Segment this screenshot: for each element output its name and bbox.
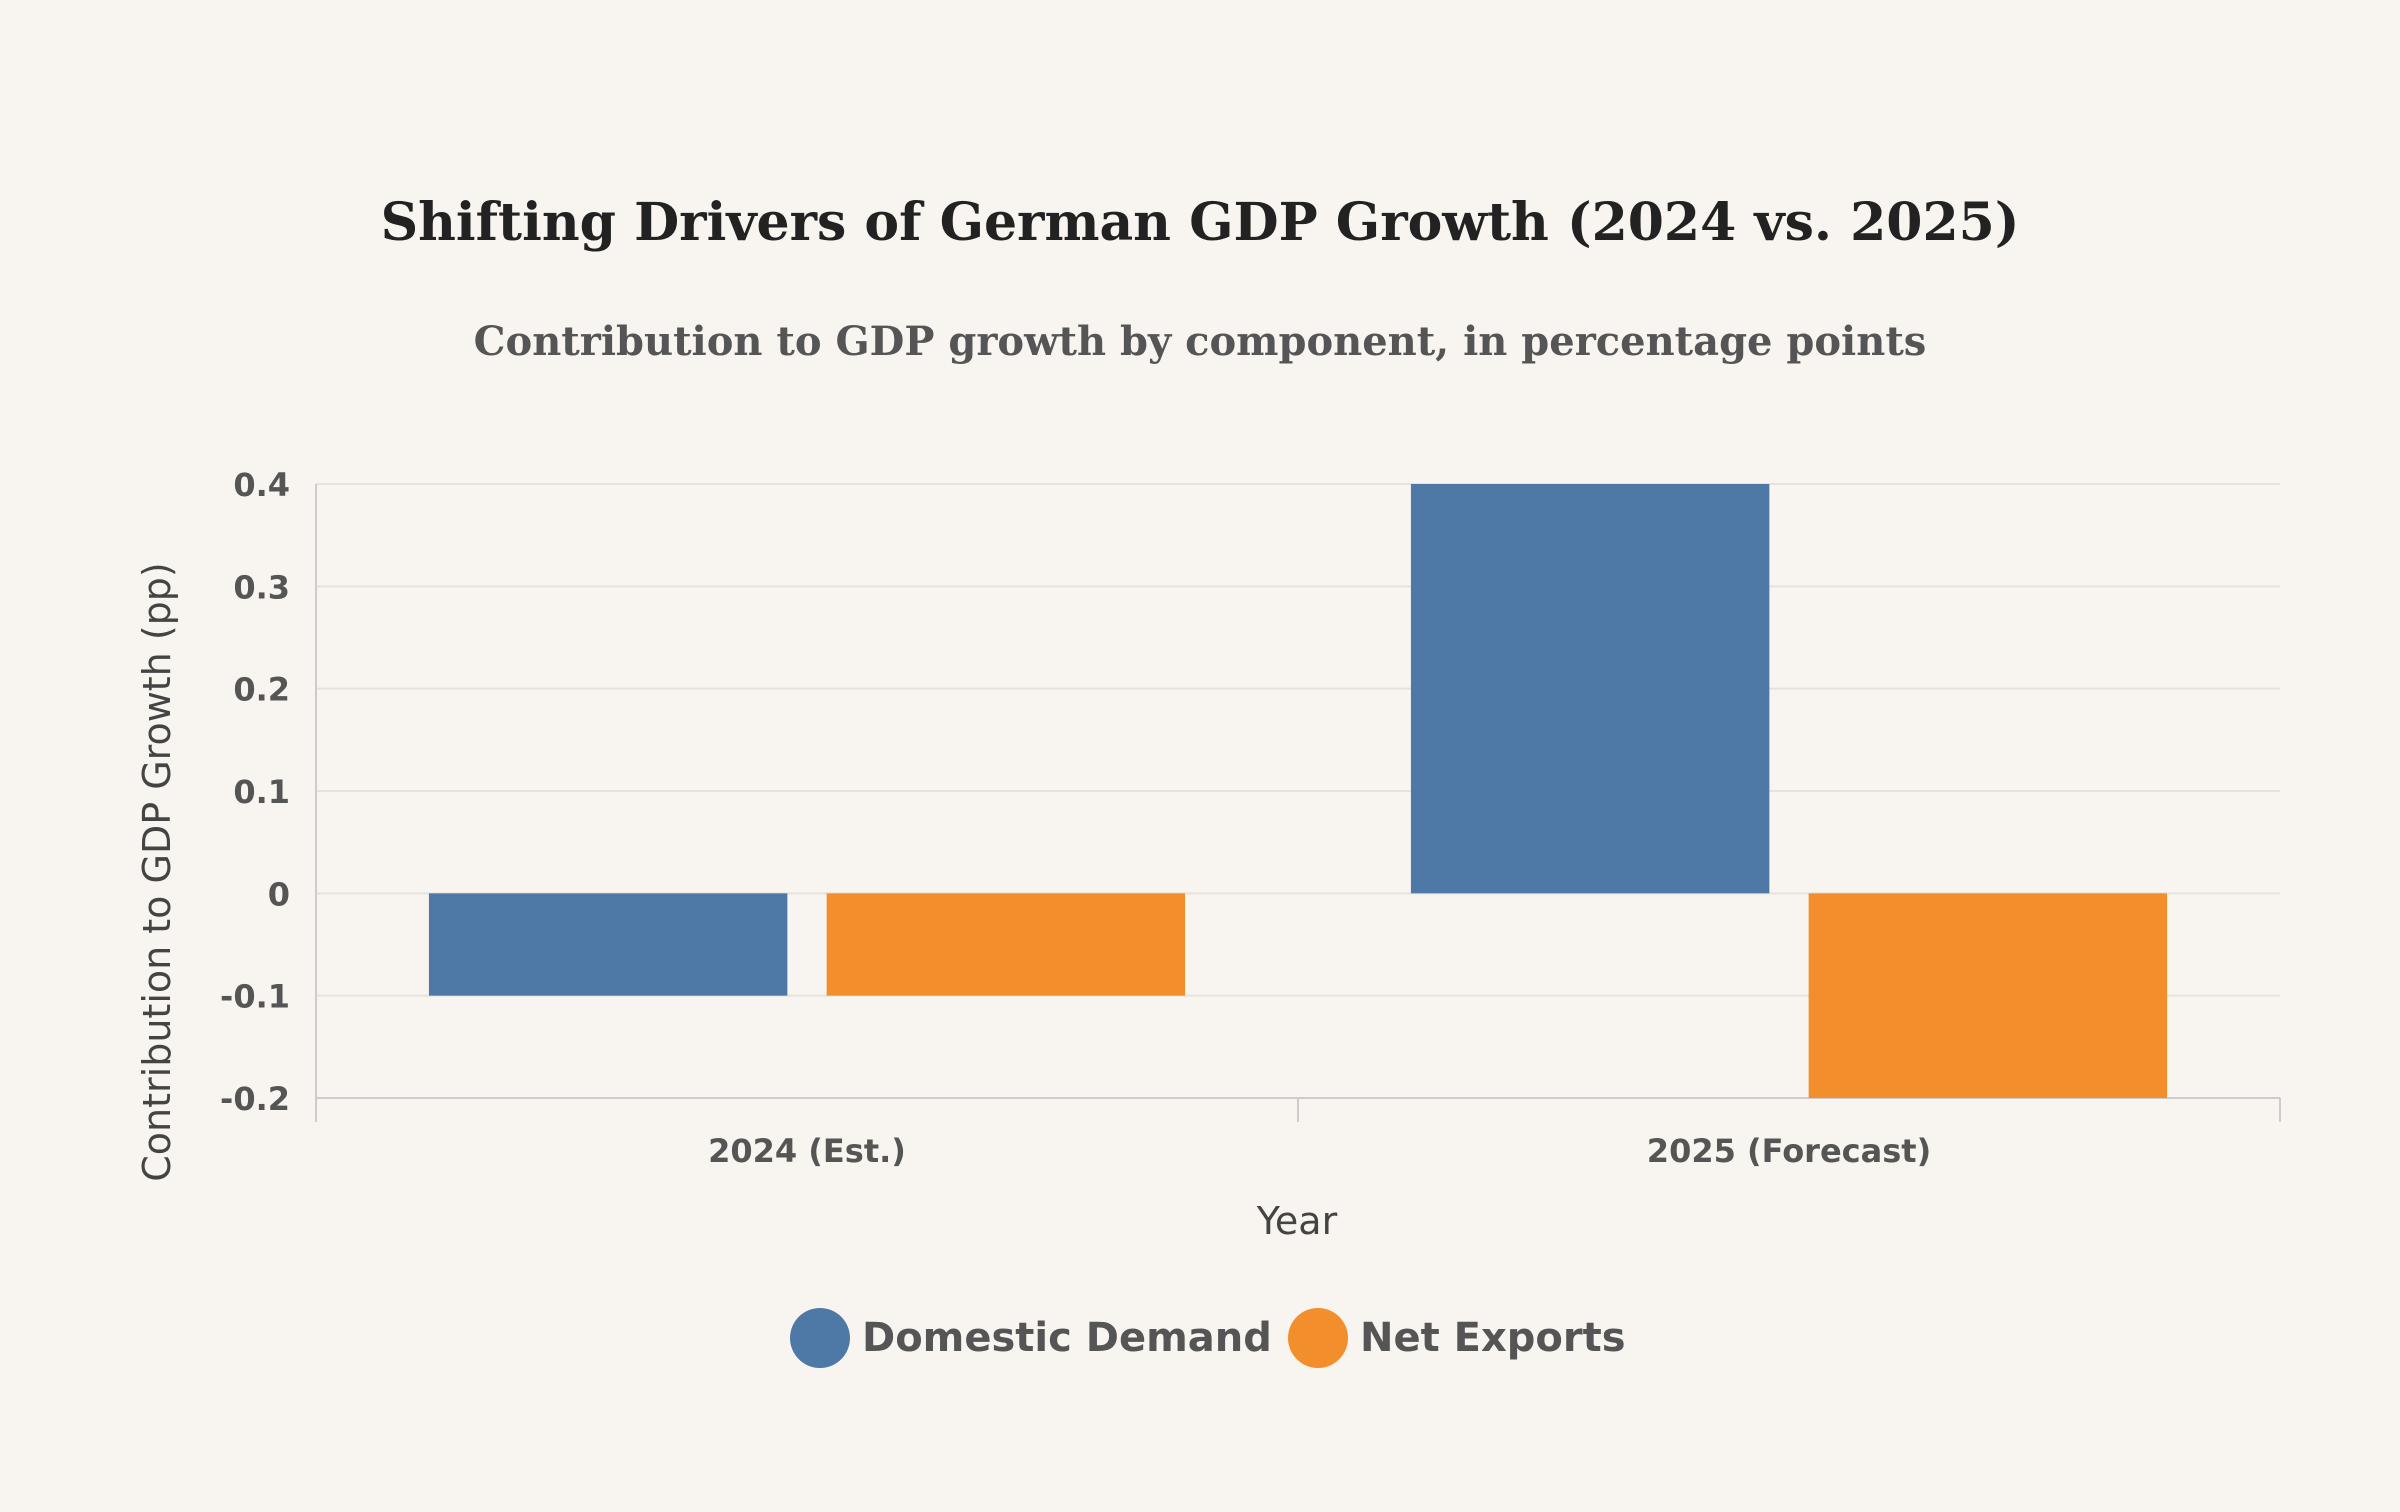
- x-tick-label: 2024 (Est.): [708, 1132, 906, 1170]
- bar-net-exports: [1808, 893, 2168, 1098]
- chart-subtitle: Contribution to GDP growth by component,…: [474, 318, 1927, 365]
- y-tick-label: 0.4: [233, 466, 290, 504]
- bars: [428, 484, 2168, 1098]
- bar-domestic-demand: [1410, 484, 1770, 894]
- y-tick-labels: -0.2 -0.1 0 0.1 0.2 0.3 0.4: [220, 466, 290, 1118]
- legend: Domestic Demand Net Exports: [790, 1308, 1626, 1368]
- bar-net-exports: [826, 893, 1186, 996]
- chart-title: Shifting Drivers of German GDP Growth (2…: [381, 192, 2020, 253]
- legend-swatch: [790, 1308, 850, 1368]
- y-tick-label: 0: [268, 875, 290, 913]
- legend-item-net-exports[interactable]: Net Exports: [1288, 1308, 1626, 1368]
- x-tick-label: 2025 (Forecast): [1647, 1132, 1931, 1170]
- legend-label: Net Exports: [1360, 1315, 1626, 1361]
- y-tick-label: 0.3: [233, 568, 290, 606]
- y-tick-label: 0.1: [233, 773, 290, 811]
- bar-domestic-demand: [428, 893, 788, 996]
- x-axis-title: Year: [1256, 1199, 1338, 1243]
- legend-item-domestic-demand[interactable]: Domestic Demand: [790, 1308, 1272, 1368]
- y-axis-title: Contribution to GDP Growth (pp): [135, 562, 179, 1181]
- legend-label: Domestic Demand: [862, 1315, 1272, 1361]
- y-tick-label: -0.1: [220, 978, 290, 1016]
- y-tick-label: -0.2: [220, 1080, 290, 1118]
- legend-swatch: [1288, 1308, 1348, 1368]
- x-tick-labels: 2024 (Est.) 2025 (Forecast): [708, 1132, 1931, 1170]
- y-tick-label: 0.2: [233, 671, 290, 709]
